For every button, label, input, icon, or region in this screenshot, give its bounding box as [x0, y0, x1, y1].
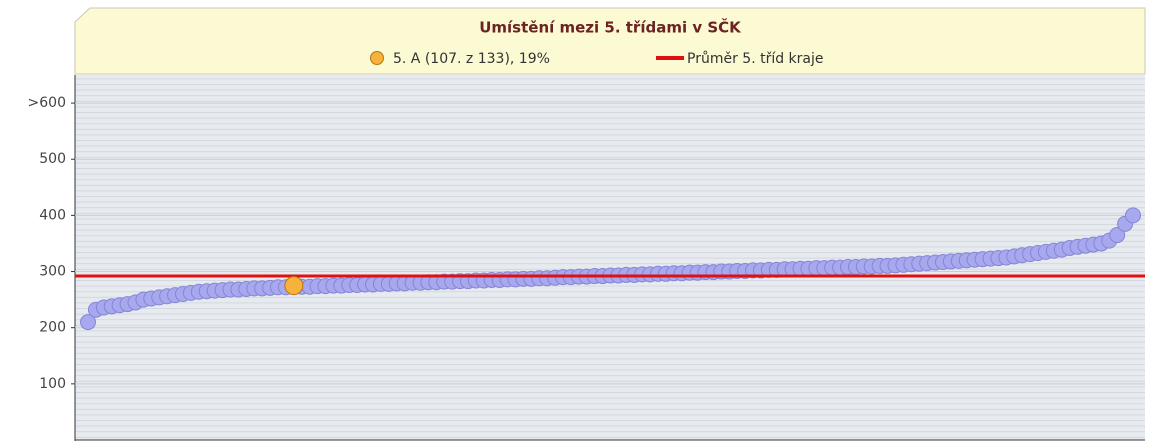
header-box: [74, 7, 1146, 75]
legend-label: 5. A (107. z 133), 19%: [393, 51, 550, 67]
legend-marker: [370, 51, 384, 65]
y-tick-label: 200: [39, 320, 66, 336]
legend-label: Průměr 5. tříd kraje: [687, 51, 824, 67]
chart-title: Umístění mezi 5. třídami v SČK: [479, 18, 742, 37]
class-point: [80, 314, 96, 331]
y-tick-label: 400: [39, 207, 66, 223]
y-tick-label: >600: [28, 95, 66, 111]
y-tick-label: 100: [39, 376, 66, 392]
highlight-point: [284, 276, 304, 296]
y-tick-label: 300: [39, 264, 66, 280]
class-point: [1125, 207, 1141, 224]
y-tick-label: 500: [39, 151, 66, 167]
class-point: [1109, 227, 1126, 244]
